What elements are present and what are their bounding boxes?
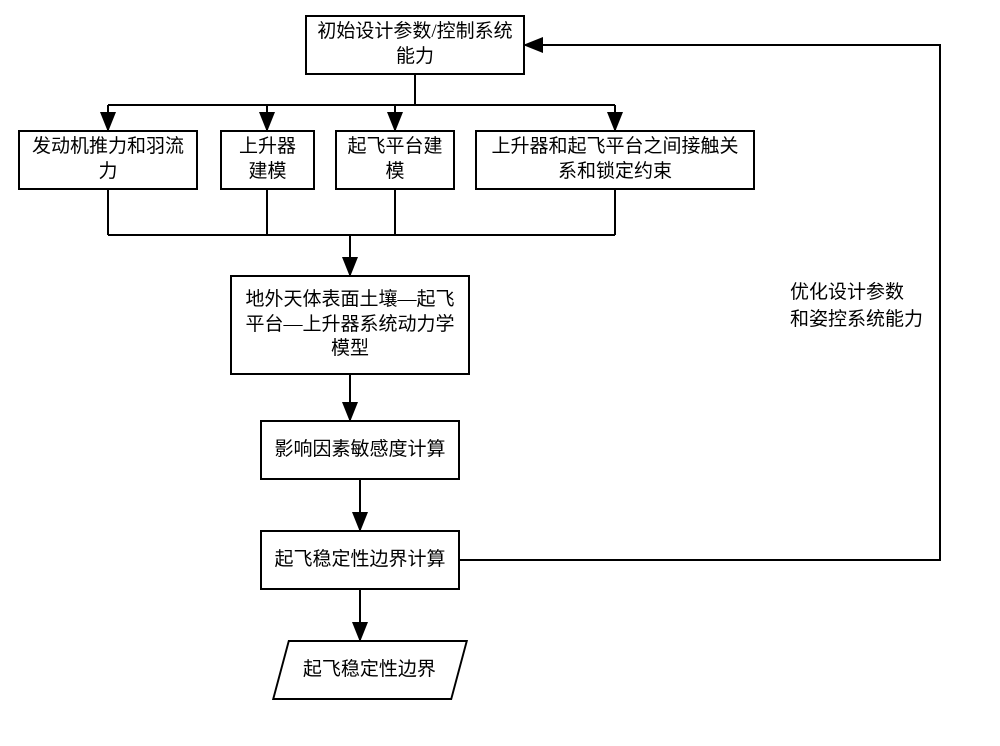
node-boundary-calc: 起飞稳定性边界计算 [260, 530, 460, 590]
node-top-text: 初始设计参数/控制系统能力 [315, 20, 515, 69]
feedback-label: 优化设计参数 和姿控系统能力 [790, 280, 923, 333]
feedback-label-line1: 优化设计参数 [790, 282, 904, 303]
node-top: 初始设计参数/控制系统能力 [305, 15, 525, 75]
node-result-text: 起飞稳定性边界 [303, 658, 436, 683]
node-engine-thrust: 发动机推力和羽流力 [18, 130, 198, 190]
node-dynamics-model-text: 地外天体表面土壤—起飞平台—上升器系统动力学模型 [240, 288, 460, 362]
node-boundary-calc-text: 起飞稳定性边界计算 [274, 548, 445, 573]
node-sensitivity-text: 影响因素敏感度计算 [274, 438, 445, 463]
node-engine-thrust-text: 发动机推力和羽流力 [28, 135, 188, 184]
node-platform-model-text: 起飞平台建模 [345, 135, 445, 184]
feedback-label-line2: 和姿控系统能力 [790, 309, 923, 330]
node-contact-constraint: 上升器和起飞平台之间接触关系和锁定约束 [475, 130, 755, 190]
node-ascender-model: 上升器建模 [220, 130, 315, 190]
node-sensitivity: 影响因素敏感度计算 [260, 420, 460, 480]
node-ascender-model-text: 上升器建模 [230, 135, 305, 184]
node-dynamics-model: 地外天体表面土壤—起飞平台—上升器系统动力学模型 [230, 275, 470, 375]
node-result: 起飞稳定性边界 [272, 640, 468, 700]
node-contact-constraint-text: 上升器和起飞平台之间接触关系和锁定约束 [485, 135, 745, 184]
node-platform-model: 起飞平台建模 [335, 130, 455, 190]
arrows-layer [0, 0, 1000, 746]
